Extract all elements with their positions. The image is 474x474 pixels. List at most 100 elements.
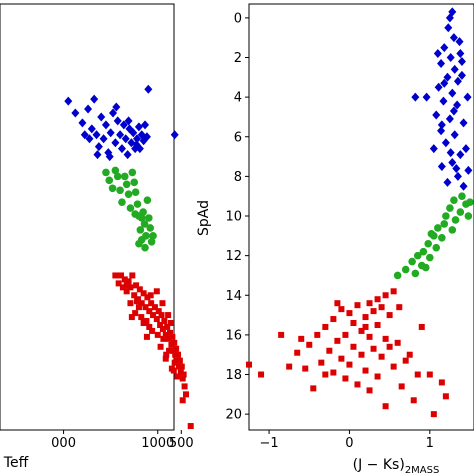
data-point-earlyM — [92, 130, 101, 140]
data-point-earlyM — [78, 118, 87, 128]
data-point-lateM — [125, 278, 132, 285]
data-point-lateM — [298, 335, 305, 342]
data-point-lateM — [342, 331, 349, 338]
data-point-lateM — [174, 373, 181, 380]
data-point-lateM — [162, 331, 169, 338]
data-point-lateM — [362, 323, 369, 330]
data-point-earlyM — [437, 120, 446, 130]
x-tick-label: 0 — [345, 436, 353, 451]
data-point-lateM — [157, 343, 164, 350]
data-point-midM — [401, 265, 410, 274]
data-point-lateM — [173, 345, 180, 352]
data-point-lateM — [354, 381, 361, 388]
data-point-lateM — [149, 327, 156, 334]
data-point-midM — [430, 232, 438, 240]
data-point-earlyM — [443, 177, 452, 187]
data-point-lateM — [171, 359, 178, 366]
data-point-lateM — [386, 343, 393, 350]
data-point-lateM — [398, 383, 405, 390]
data-point-lateM — [330, 369, 337, 376]
data-point-midM — [105, 176, 114, 185]
data-point-lateM — [382, 403, 389, 410]
data-point-earlyM — [119, 120, 128, 130]
data-point-earlyM — [456, 49, 465, 59]
data-point-lateM — [129, 272, 136, 279]
data-point-earlyM — [106, 128, 115, 138]
data-point-lateM — [366, 387, 373, 394]
data-point-lateM — [442, 393, 449, 400]
data-point-lateM — [140, 320, 147, 327]
data-point-earlyM — [99, 134, 108, 144]
x-tick-label: 1000 — [141, 436, 174, 451]
data-point-lateM — [133, 282, 140, 289]
data-point-earlyM — [85, 134, 94, 144]
x-tick-label: −1 — [260, 436, 279, 451]
data-point-earlyM — [133, 134, 142, 144]
right-plot-frame — [248, 3, 474, 431]
data-point-lateM — [302, 365, 309, 372]
data-point-midM — [116, 186, 124, 195]
data-point-lateM — [181, 383, 188, 390]
data-point-lateM — [382, 335, 389, 342]
data-point-lateM — [147, 292, 154, 299]
data-point-lateM — [158, 312, 165, 319]
data-point-earlyM — [116, 130, 125, 140]
data-point-lateM — [136, 286, 143, 293]
data-point-lateM — [418, 323, 425, 330]
x-tick-label: 1 — [426, 436, 434, 451]
data-point-lateM — [179, 397, 186, 404]
data-point-lateM — [314, 331, 321, 338]
data-point-midM — [126, 204, 135, 212]
data-point-earlyM — [94, 142, 103, 152]
data-point-earlyM — [459, 181, 468, 191]
data-point-lateM — [167, 320, 174, 327]
data-point-lateM — [342, 375, 349, 382]
data-point-earlyM — [422, 92, 431, 102]
right-x-axis-label: (J − Ks)2MASS — [353, 457, 440, 474]
data-point-lateM — [362, 314, 369, 321]
data-point-earlyM — [411, 92, 420, 102]
right-y-axis-label: SpAd — [196, 200, 212, 236]
y-tick-label: 8 — [234, 170, 242, 185]
data-point-earlyM — [71, 108, 80, 118]
data-point-earlyM — [80, 130, 89, 140]
data-point-midM — [139, 208, 147, 216]
y-tick-label: 10 — [225, 210, 242, 225]
data-point-earlyM — [453, 76, 462, 86]
data-point-earlyM — [450, 130, 459, 140]
data-point-earlyM — [443, 72, 452, 82]
y-tick-label: 2 — [234, 51, 242, 66]
data-point-lateM — [134, 298, 141, 305]
data-point-midM — [411, 269, 420, 278]
data-point-midM — [120, 172, 129, 181]
data-point-earlyM — [464, 165, 473, 175]
data-point-lateM — [370, 308, 377, 315]
data-point-earlyM — [142, 132, 151, 142]
data-point-lateM — [165, 312, 172, 319]
data-point-earlyM — [448, 158, 457, 168]
y-tick-label: 4 — [234, 91, 242, 106]
data-point-midM — [426, 253, 434, 262]
data-point-lateM — [160, 335, 167, 342]
data-point-earlyM — [445, 114, 454, 124]
data-point-lateM — [338, 306, 345, 313]
data-point-lateM — [406, 351, 413, 358]
data-point-midM — [108, 184, 117, 193]
data-point-lateM — [396, 304, 403, 311]
data-point-earlyM — [446, 148, 455, 158]
data-point-earlyM — [112, 102, 121, 112]
data-point-lateM — [370, 345, 377, 352]
data-point-midM — [442, 212, 450, 220]
data-point-midM — [141, 243, 149, 252]
data-point-lateM — [358, 351, 365, 358]
data-point-lateM — [330, 316, 337, 323]
data-point-lateM — [374, 296, 381, 303]
data-point-lateM — [164, 323, 171, 330]
data-point-earlyM — [123, 150, 132, 160]
data-point-earlyM — [463, 92, 472, 102]
y-tick-label: 12 — [225, 249, 242, 264]
data-point-midM — [102, 168, 110, 177]
data-point-lateM — [162, 355, 169, 362]
data-point-lateM — [135, 304, 142, 311]
